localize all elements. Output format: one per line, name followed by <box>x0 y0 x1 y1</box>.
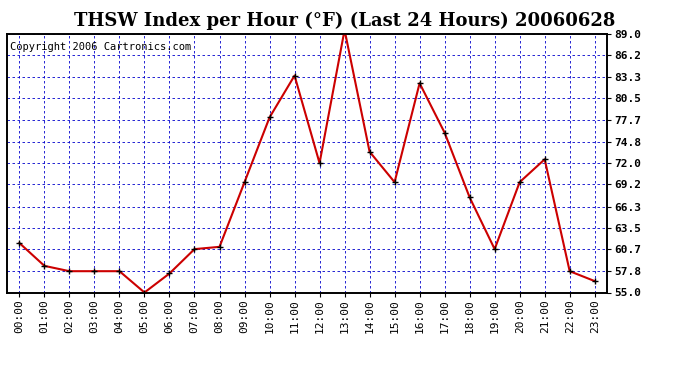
Text: Copyright 2006 Cartronics.com: Copyright 2006 Cartronics.com <box>10 42 191 51</box>
Text: THSW Index per Hour (°F) (Last 24 Hours) 20060628: THSW Index per Hour (°F) (Last 24 Hours)… <box>75 11 615 30</box>
